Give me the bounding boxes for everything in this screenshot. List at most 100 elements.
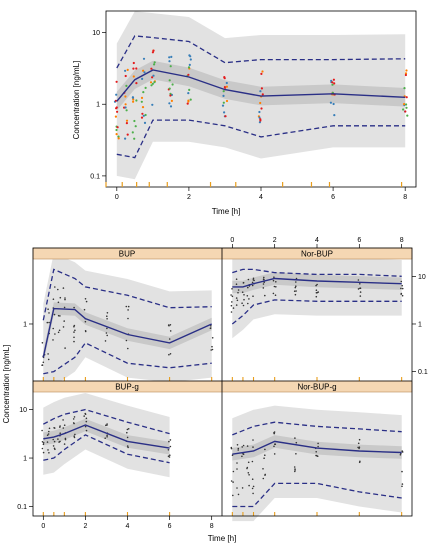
- bup-g-observation: [48, 452, 50, 454]
- top-observation: [403, 87, 406, 90]
- bup-observation: [125, 305, 128, 308]
- bup-g-observation: [106, 423, 108, 425]
- nor-bup-g-observation: [251, 487, 254, 490]
- bup-g-observation: [62, 419, 64, 421]
- bup-g-observation: [73, 435, 75, 438]
- nor-bup-g-observation: [248, 484, 250, 487]
- top-observation: [259, 101, 262, 105]
- top-observation: [131, 131, 134, 134]
- top-observation: [168, 87, 171, 90]
- top-observation: [171, 83, 174, 86]
- top-observation: [142, 57, 146, 60]
- nor-bup-observation: [230, 304, 233, 307]
- top-x-tick-label: 2: [187, 194, 191, 201]
- top-observation: [115, 128, 118, 132]
- nor-bup-observation: [400, 287, 402, 290]
- top-right-x-tick-label: 8: [400, 237, 404, 244]
- bup-observation: [106, 334, 108, 337]
- top-observation: [132, 100, 135, 103]
- bup-upper-pi-line: [42, 268, 212, 321]
- nor-bup-observation: [242, 304, 245, 307]
- bup-observation: [53, 313, 56, 316]
- bup-g-observation: [104, 437, 106, 440]
- top-observation: [331, 81, 334, 84]
- nor-bup-g-observation: [246, 467, 248, 470]
- nor-bup-observation: [237, 291, 239, 294]
- bup-g-observation: [73, 436, 76, 439]
- bup-g-observation: [167, 449, 170, 451]
- nor-bup-g-observation: [232, 481, 234, 483]
- top-observation: [329, 101, 332, 104]
- nor-bup-g-observation: [357, 446, 359, 449]
- nor-bup-observation: [251, 284, 254, 287]
- top-right-x-tick-label: 2: [273, 237, 277, 244]
- top-observation: [404, 73, 407, 77]
- nor-bup-observation: [273, 285, 276, 288]
- nor-bup-observation: [252, 295, 254, 298]
- bup-g-observation: [73, 422, 75, 425]
- strip-bup-g-label: BUP-g: [115, 383, 139, 392]
- top-observation: [225, 99, 229, 103]
- nor-bup-g-observation: [317, 442, 319, 445]
- nor-bup-observation: [315, 295, 318, 298]
- bup-g-observation: [84, 425, 87, 428]
- top-observation: [135, 99, 138, 102]
- top-x-tick-label: 8: [403, 194, 407, 201]
- bup-g-observation: [52, 445, 55, 447]
- nor-bup-observation: [275, 281, 277, 283]
- bottom-panels: BUP Nor-BUP BUP-g Nor-BUP-g 0 2 4 6 8 0 2 4 6 8 0.…: [2, 237, 428, 543]
- nor-bup-g-observation: [230, 446, 233, 449]
- bup-observation: [167, 324, 170, 326]
- top-observation: [186, 102, 189, 105]
- nor-bup-g-observation: [401, 483, 404, 485]
- nor-bup-g-observation: [230, 480, 233, 482]
- left-y-tick-label: 1: [23, 321, 27, 328]
- bup-g-observation: [106, 434, 108, 437]
- bup-observation: [209, 327, 212, 330]
- top-observation: [258, 116, 261, 119]
- nor-bup-observation: [359, 283, 361, 285]
- bup-median-band: [43, 302, 212, 364]
- top-observation: [124, 74, 127, 78]
- bup-g-observation: [85, 420, 88, 423]
- top-observation: [116, 110, 119, 113]
- top-observation: [114, 99, 117, 102]
- top-observation: [406, 114, 409, 117]
- nor-bup-g-observation: [399, 454, 402, 456]
- top-observation: [133, 119, 136, 123]
- bottom-x-tick-label: 6: [168, 523, 172, 530]
- top-observation: [126, 68, 129, 71]
- top-x-tick-label: 0: [115, 194, 119, 201]
- top-observation: [124, 95, 127, 98]
- nor-bup-observation: [316, 283, 318, 286]
- nor-bup-g-observation: [241, 446, 243, 448]
- nor-bup-g-observation: [401, 470, 403, 473]
- top-observation: [124, 137, 127, 140]
- top-observation: [140, 116, 144, 119]
- bup-g-observation: [63, 443, 66, 445]
- nor-bup-g-observation: [264, 448, 266, 451]
- bup-observation: [57, 288, 59, 291]
- top-observation: [405, 96, 408, 99]
- top-y-tick-label: 0.1: [90, 173, 100, 180]
- nor-bup-observation: [293, 290, 296, 293]
- nor-bup-upper-pi-line: [232, 268, 402, 277]
- bup-g-observation: [126, 431, 128, 434]
- top-observation: [261, 70, 264, 73]
- top-observation: [140, 100, 143, 103]
- nor-bup-g-observation: [252, 492, 254, 495]
- bup-observation: [127, 347, 129, 350]
- nor-bup-observation: [243, 298, 245, 301]
- nor-bup-observation: [357, 279, 360, 281]
- nor-bup-g-observation: [315, 451, 318, 453]
- nor-bup-g-observation: [252, 485, 255, 488]
- nor-bup-g-observation: [295, 453, 297, 455]
- nor-bup-g-observation: [264, 473, 267, 476]
- top-observation: [153, 81, 156, 84]
- bup-g-observation: [168, 440, 170, 443]
- bottom-x-tick-label: 0: [41, 523, 45, 530]
- top-observation: [117, 135, 120, 138]
- bup-observation: [58, 329, 61, 332]
- nor-bup-median-line: [232, 277, 402, 288]
- bup-g-upper-pi-line: [42, 408, 170, 435]
